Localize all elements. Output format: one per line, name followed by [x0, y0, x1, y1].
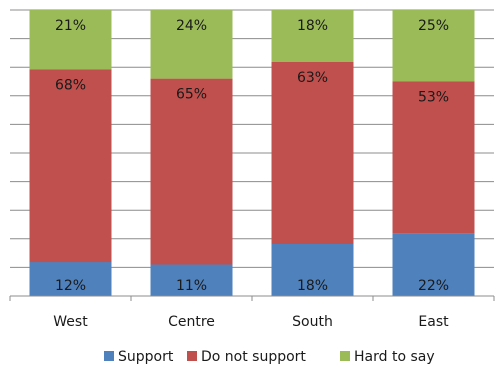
- bar-do-not-support-west: [29, 69, 112, 263]
- bar-do-not-support-south: [271, 62, 354, 244]
- data-label: 24%: [176, 18, 207, 34]
- x-tick-label: West: [53, 314, 88, 330]
- legend-swatch: [187, 351, 197, 361]
- x-tick-label: South: [292, 314, 333, 330]
- bar-support-centre: [150, 264, 233, 296]
- x-tick-label: Centre: [168, 314, 215, 330]
- legend-swatch: [104, 351, 114, 361]
- legend-label: Do not support: [201, 349, 306, 365]
- bar-hard-to-say-centre: [150, 10, 233, 79]
- data-label: 18%: [297, 278, 328, 294]
- data-label: 11%: [176, 278, 207, 294]
- legend-swatch: [340, 351, 350, 361]
- data-label: 21%: [55, 18, 86, 34]
- bar-support-south: [271, 244, 354, 296]
- bars: [29, 10, 475, 296]
- bar-support-east: [392, 233, 475, 296]
- data-label: 18%: [297, 18, 328, 34]
- data-label: 12%: [55, 278, 86, 294]
- x-tick-label: East: [418, 314, 449, 330]
- bar-hard-to-say-east: [392, 10, 475, 82]
- bar-hard-to-say-west: [29, 10, 112, 70]
- data-label: 65%: [176, 87, 207, 103]
- data-label: 63%: [297, 70, 328, 86]
- data-label: 22%: [418, 278, 449, 294]
- data-label: 68%: [55, 78, 86, 94]
- bar-do-not-support-centre: [150, 78, 233, 265]
- legend-label: Hard to say: [354, 349, 435, 365]
- legend: Support Do not support Hard to say: [104, 349, 435, 365]
- data-labels: 12% 68% 21% 11% 65% 24% 18% 63% 18% 22% 53% 25%: [55, 18, 449, 294]
- bar-support-west: [29, 262, 112, 296]
- bar-hard-to-say-south: [271, 10, 354, 62]
- bar-do-not-support-east: [392, 81, 475, 234]
- data-label: 53%: [418, 90, 449, 106]
- x-axis: West Centre South East: [9, 295, 495, 330]
- data-label: 25%: [418, 18, 449, 34]
- legend-label: Support: [118, 349, 174, 365]
